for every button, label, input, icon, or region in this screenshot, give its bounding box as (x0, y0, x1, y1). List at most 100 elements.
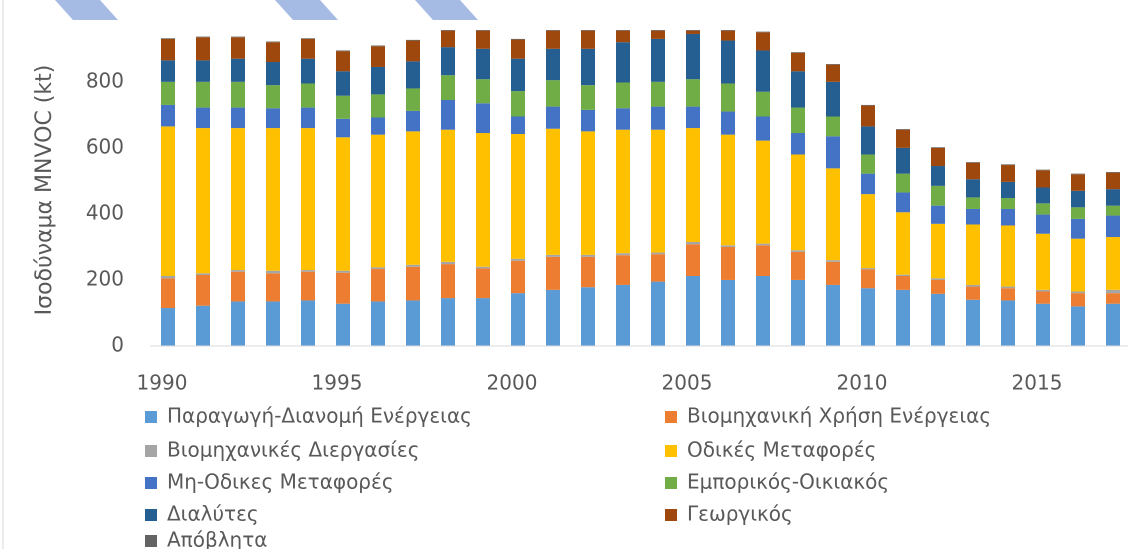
legend-swatch (145, 509, 157, 521)
bar-segment (721, 245, 735, 247)
bar-segment (861, 154, 875, 174)
bar-segment (1071, 306, 1085, 346)
bar-segment (161, 104, 175, 127)
bar-segment (406, 300, 420, 346)
bar-segment (861, 105, 875, 127)
bar-segment (371, 267, 385, 270)
y-tick-label: 0 (111, 333, 124, 357)
y-tick-label: 200 (86, 266, 124, 290)
bar-segment (476, 133, 490, 267)
bar-segment (861, 173, 875, 195)
bar-segment (1106, 303, 1120, 346)
bar-segment (966, 197, 980, 209)
bar-segment (231, 128, 245, 271)
bar-segment (371, 66, 385, 95)
bar-segment (1001, 198, 1015, 209)
bar-segment (406, 110, 420, 132)
bar-segment (686, 30, 700, 34)
bar-segment (1001, 208, 1015, 226)
bar-segment (791, 71, 805, 108)
bar-segment (581, 131, 595, 255)
bar-segment (651, 129, 665, 253)
bar-segment (966, 162, 980, 180)
bar-segment (931, 205, 945, 224)
bar-segment (161, 60, 175, 82)
bar-segment (161, 38, 175, 39)
bar-segment (791, 250, 805, 252)
bar-segment (476, 298, 490, 346)
bar-segment (266, 128, 280, 271)
bar-segment (161, 126, 175, 276)
bar-segment (1001, 288, 1015, 301)
bar-segment (966, 286, 980, 300)
bar-segment (406, 266, 420, 301)
bar-segment (196, 275, 210, 306)
bar-segment (336, 272, 350, 304)
bar-segment (791, 154, 805, 251)
bar-segment (441, 47, 455, 76)
bar-segment (1001, 164, 1015, 166)
bar-segment (301, 83, 315, 108)
bar-segment (581, 287, 595, 346)
bar-segment (861, 288, 875, 346)
bar-segment (511, 38, 525, 40)
bar-segment (546, 29, 560, 31)
bar-segment (301, 270, 315, 272)
bar-segment (406, 264, 420, 267)
bar-segment (336, 51, 350, 72)
bar-segment (826, 116, 840, 137)
bar-segment (1036, 169, 1050, 171)
bar-segment (1071, 173, 1085, 175)
bar-segment (336, 118, 350, 138)
x-tick-label: 2000 (487, 371, 538, 395)
bar-segment (301, 38, 315, 59)
bar-segment (1071, 291, 1085, 294)
legend-swatch (145, 445, 157, 457)
bar-segment (896, 289, 910, 346)
bar-segment (826, 64, 840, 82)
bar-segment (931, 185, 945, 206)
bar-segment (406, 40, 420, 62)
bar-segment (686, 275, 700, 346)
bar-segment (616, 42, 630, 83)
legend-swatch (145, 411, 157, 423)
bar-segment (441, 298, 455, 346)
decor-stripe (415, 0, 478, 20)
bar-segment (721, 111, 735, 135)
bar-segment (616, 284, 630, 346)
bar-segment (231, 271, 245, 302)
bar-segment (371, 269, 385, 302)
bar-segment (406, 39, 420, 41)
bar-segment (476, 30, 490, 49)
bar-segment (406, 61, 420, 89)
bar-segment (826, 260, 840, 262)
bar-segment (161, 278, 175, 309)
legend-label: Παραγωγή-Διανομή Ενέργειας (167, 404, 472, 428)
bar-segment (1071, 174, 1085, 191)
legend-label: Βιομηχανική Χρήση Ενέργειας (687, 404, 991, 428)
bar-segment (196, 107, 210, 129)
bar-segment (161, 275, 175, 279)
bar-segment (1106, 237, 1120, 290)
bar-segment (441, 75, 455, 100)
bar-segment (581, 85, 595, 110)
bar-segment (931, 147, 945, 148)
bar-segment (651, 30, 665, 39)
bar-segment (756, 91, 770, 117)
bar-segment (966, 299, 980, 346)
bar-segment (756, 116, 770, 141)
bar-segment (931, 278, 945, 280)
bar-segment (721, 30, 735, 41)
bar-segment (511, 258, 525, 261)
bar-segment (301, 128, 315, 271)
bar-segment (196, 305, 210, 346)
bar-segment (231, 37, 245, 59)
bar-segment (301, 38, 315, 39)
bar-segment (1106, 172, 1120, 190)
bar-segment (1001, 225, 1015, 287)
bar-segment (756, 275, 770, 346)
legend-label: Εμπορικός-Οικιακός (687, 470, 889, 494)
bar-segment (861, 269, 875, 289)
bar-segment (231, 58, 245, 82)
bar-segment (791, 107, 805, 134)
